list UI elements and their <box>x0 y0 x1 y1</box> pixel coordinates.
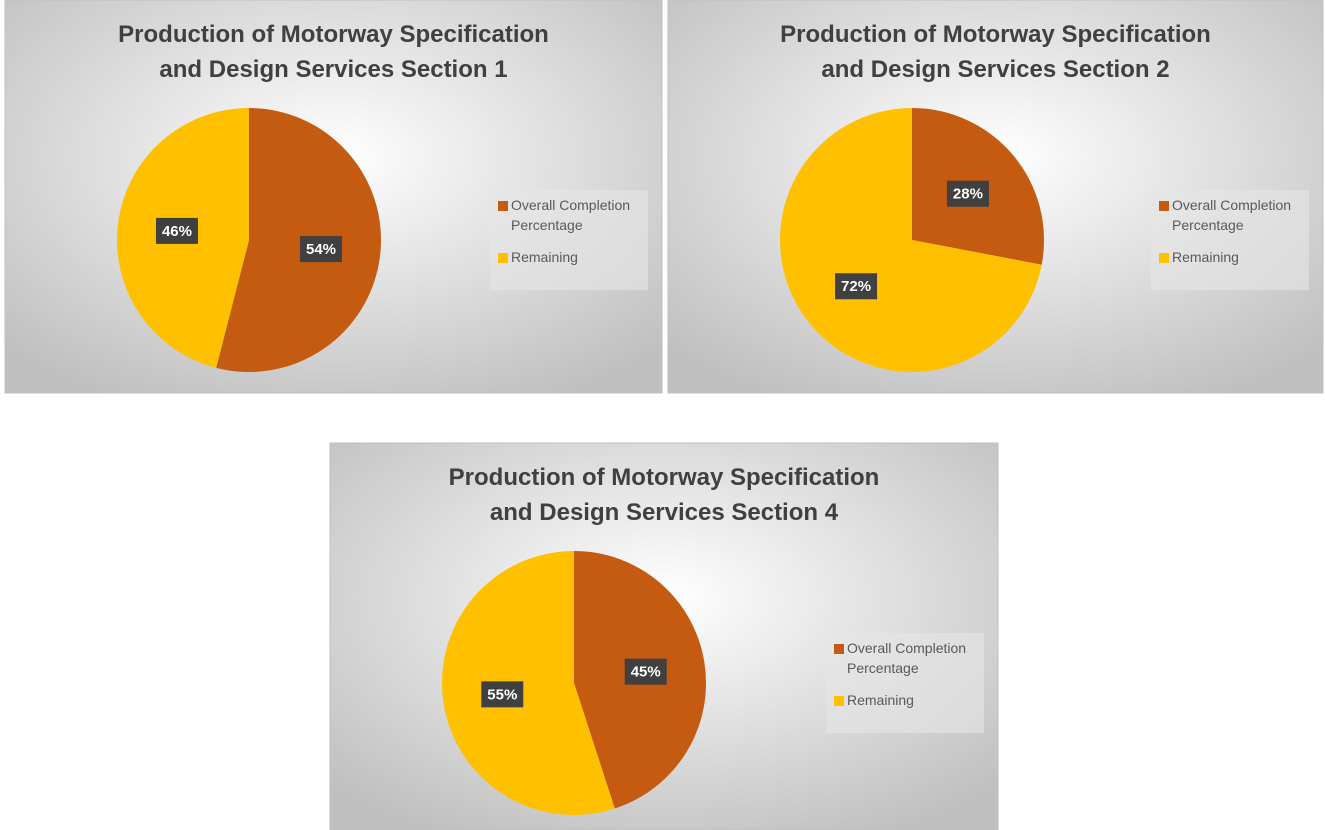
legend-label: Remaining <box>1172 249 1239 265</box>
legend-box <box>826 633 984 733</box>
legend-swatch <box>834 696 844 706</box>
data-label-box <box>946 180 989 207</box>
data-label-box <box>624 658 667 685</box>
chart-title: Production of Motorway Specification and … <box>118 21 549 83</box>
data-label: 72% <box>841 278 871 295</box>
pie-slice <box>442 551 615 815</box>
data-label: 45% <box>631 664 661 681</box>
legend-swatch <box>834 644 844 654</box>
data-label-box <box>835 273 878 300</box>
chart-title: Production of Motorway Specification and … <box>449 464 880 526</box>
data-label-box <box>155 217 198 244</box>
legend-box <box>490 190 648 290</box>
legend-box <box>1151 190 1309 290</box>
legend-swatch <box>498 253 508 263</box>
data-label: 46% <box>162 223 192 240</box>
pie-slice <box>216 108 382 372</box>
data-label-box <box>481 681 524 708</box>
pie-slice <box>779 108 1042 372</box>
legend-swatch <box>1159 253 1169 263</box>
legend-swatch <box>1159 201 1169 211</box>
data-label: 55% <box>487 686 517 703</box>
legend-swatch <box>498 201 508 211</box>
legend-label: Overall Completion Percentage <box>1172 197 1291 233</box>
legend-label: Remaining <box>847 692 914 708</box>
legend-label: Overall Completion Percentage <box>847 640 966 676</box>
data-label-box <box>300 236 343 263</box>
data-label: 54% <box>306 241 336 258</box>
legend-label: Overall Completion Percentage <box>511 197 630 233</box>
data-label: 28% <box>953 186 983 203</box>
legend-label: Remaining <box>511 249 578 265</box>
chart-title: Production of Motorway Specification and … <box>780 21 1211 83</box>
